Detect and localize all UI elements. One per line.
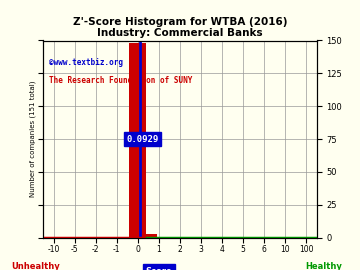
Title: Z'-Score Histogram for WTBA (2016)
Industry: Commercial Banks: Z'-Score Histogram for WTBA (2016) Indus…	[73, 17, 287, 38]
Text: ©www.textbiz.org: ©www.textbiz.org	[49, 58, 123, 67]
Text: Score: Score	[145, 266, 172, 270]
Text: Unhealthy: Unhealthy	[12, 262, 60, 270]
Text: Healthy: Healthy	[306, 262, 342, 270]
Text: 0.0929: 0.0929	[126, 134, 158, 144]
Bar	[130, 43, 146, 238]
Y-axis label: Number of companies (151 total): Number of companies (151 total)	[29, 81, 36, 197]
Text: The Research Foundation of SUNY: The Research Foundation of SUNY	[49, 76, 192, 85]
Bar	[140, 234, 157, 238]
